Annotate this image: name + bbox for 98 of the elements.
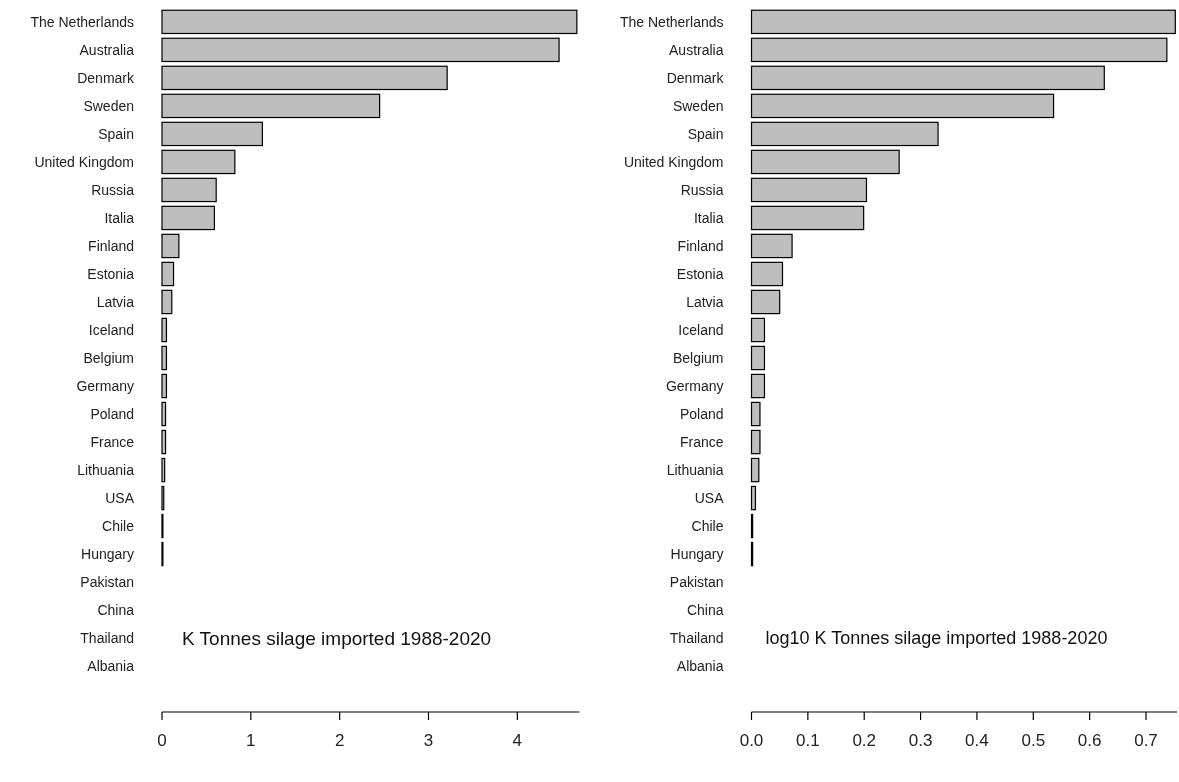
y-tick-label: Germany bbox=[665, 378, 724, 395]
bar bbox=[161, 65, 448, 91]
x-tick-label: 0.6 bbox=[1077, 731, 1102, 750]
bar bbox=[161, 93, 381, 119]
y-tick-label: Sweden bbox=[672, 97, 724, 114]
y-tick-label: China bbox=[686, 602, 724, 619]
bar bbox=[750, 65, 1105, 91]
y-tick-label: Pakistan bbox=[669, 574, 724, 591]
x-tick-label: 0.0 bbox=[739, 731, 764, 750]
bar bbox=[161, 457, 166, 483]
y-tick-label: Italia bbox=[104, 209, 135, 226]
annotation: log10 K Tonnes silage imported 1988-2020 bbox=[765, 628, 1108, 649]
annotation: K Tonnes silage imported 1988-2020 bbox=[182, 627, 492, 649]
x-tick-label: 3 bbox=[423, 731, 434, 750]
y-tick-label: Poland bbox=[679, 406, 724, 423]
bar bbox=[750, 345, 766, 371]
bar bbox=[750, 205, 865, 231]
y-tick-label: Iceland bbox=[88, 321, 134, 338]
y-tick-label: Thailand bbox=[80, 630, 134, 647]
bar bbox=[750, 37, 1168, 63]
y-tick-label: Denmark bbox=[77, 69, 135, 86]
y-tick-label: USA bbox=[694, 490, 725, 507]
bar bbox=[161, 429, 167, 455]
y-tick-label: Spain bbox=[98, 125, 134, 142]
bar bbox=[161, 373, 168, 399]
y-tick-label: Belgium bbox=[672, 350, 724, 367]
x-tick-label: 0.1 bbox=[796, 731, 820, 750]
y-tick-label: Latvia bbox=[96, 293, 135, 310]
bar bbox=[750, 261, 784, 287]
y-tick-label: China bbox=[97, 602, 135, 619]
y-tick-label: Sweden bbox=[83, 97, 134, 114]
bar bbox=[161, 317, 168, 343]
y-tick-label: Spain bbox=[687, 125, 724, 142]
y-tick-label: Belgium bbox=[83, 350, 134, 367]
y-tick-label: Denmark bbox=[666, 69, 725, 86]
y-tick-label: Hungary bbox=[81, 546, 134, 563]
y-tick-label: Iceland bbox=[678, 321, 724, 338]
y-tick-label: Finland bbox=[88, 237, 134, 254]
x-tick-label: 0 bbox=[157, 731, 167, 750]
bar bbox=[750, 289, 781, 315]
y-tick-label: The Netherlands bbox=[619, 13, 724, 30]
bar bbox=[750, 485, 757, 511]
bar bbox=[750, 233, 793, 259]
bar bbox=[161, 149, 236, 175]
y-tick-label: Chile bbox=[691, 518, 724, 535]
bar bbox=[161, 205, 216, 231]
y-tick-label: France bbox=[679, 434, 724, 451]
x-tick-label: 0.2 bbox=[852, 731, 877, 750]
bar bbox=[161, 401, 167, 427]
y-tick-label: United Kingdom bbox=[34, 153, 134, 170]
y-tick-label: Hungary bbox=[670, 546, 724, 563]
bar bbox=[750, 429, 761, 455]
bar bbox=[161, 345, 168, 371]
y-tick-label: Thailand bbox=[669, 630, 724, 647]
y-tick-label: Italia bbox=[693, 209, 724, 226]
bar bbox=[750, 317, 766, 343]
y-tick-label: The Netherlands bbox=[30, 13, 134, 30]
bar bbox=[161, 177, 217, 203]
y-tick-label: Albania bbox=[87, 658, 135, 675]
y-tick-label: Poland bbox=[90, 406, 134, 423]
x-tick-label: 1 bbox=[246, 731, 256, 750]
bar bbox=[750, 121, 939, 147]
bar bbox=[161, 233, 180, 259]
y-tick-label: Chile bbox=[102, 518, 135, 535]
y-tick-label: Latvia bbox=[686, 293, 724, 310]
bar bbox=[750, 93, 1055, 119]
bar bbox=[161, 261, 175, 287]
y-tick-label: Pakistan bbox=[80, 574, 134, 591]
y-tick-label: Russia bbox=[680, 181, 724, 198]
bar bbox=[161, 289, 173, 315]
bar bbox=[750, 9, 1176, 35]
bar bbox=[750, 373, 766, 399]
bar bbox=[161, 121, 263, 147]
y-tick-label: Estonia bbox=[676, 265, 724, 282]
bar bbox=[750, 177, 868, 203]
x-tick-label: 2 bbox=[334, 731, 345, 750]
y-tick-label: Germany bbox=[76, 378, 134, 395]
y-tick-label: Lithuania bbox=[666, 462, 724, 479]
x-tick-label: 4 bbox=[512, 731, 523, 750]
x-tick-label: 0.4 bbox=[965, 731, 989, 750]
bar bbox=[750, 401, 761, 427]
x-tick-label: 0.7 bbox=[1134, 731, 1158, 750]
y-tick-label: United Kingdom bbox=[623, 153, 724, 170]
y-tick-label: Lithuania bbox=[77, 462, 135, 479]
bar bbox=[161, 9, 578, 35]
y-tick-label: Albania bbox=[676, 658, 724, 675]
y-tick-label: Finland bbox=[677, 237, 724, 254]
y-tick-label: Estonia bbox=[87, 265, 135, 282]
y-tick-label: Russia bbox=[91, 181, 135, 198]
bar bbox=[161, 37, 560, 63]
x-tick-label: 0.3 bbox=[908, 731, 933, 750]
x-tick-label: 0.5 bbox=[1021, 731, 1046, 750]
bar bbox=[750, 457, 760, 483]
y-tick-label: Australia bbox=[669, 41, 724, 58]
y-tick-label: France bbox=[90, 434, 135, 451]
y-tick-label: USA bbox=[105, 490, 135, 507]
y-tick-label: Australia bbox=[79, 41, 135, 58]
bar bbox=[750, 149, 900, 175]
